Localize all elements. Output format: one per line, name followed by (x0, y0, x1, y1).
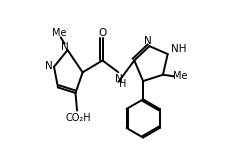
Text: CO₂H: CO₂H (65, 114, 91, 123)
Text: N: N (115, 75, 123, 84)
Text: Me: Me (52, 28, 66, 38)
Text: NH: NH (171, 44, 186, 54)
Text: N: N (45, 61, 53, 71)
Text: H: H (119, 79, 126, 89)
Text: O: O (98, 28, 107, 38)
Text: Me: Me (173, 71, 188, 81)
Text: N: N (144, 36, 152, 46)
Text: N: N (61, 42, 69, 52)
